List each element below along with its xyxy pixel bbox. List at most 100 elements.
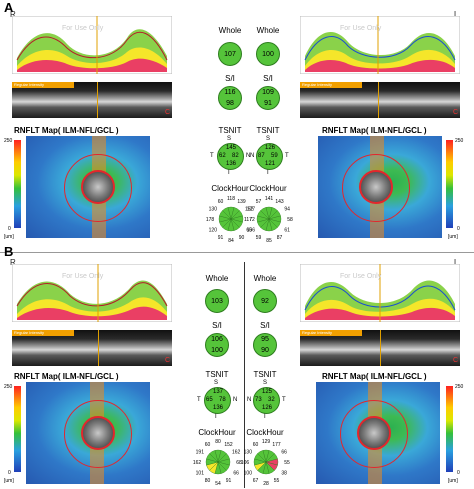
clockhour-value: 143 xyxy=(275,199,284,205)
clockhour-sector xyxy=(209,450,219,463)
bscan-label: Regular Intensity xyxy=(302,330,333,335)
bscan-label: Regular Intensity xyxy=(14,82,45,87)
clockhour-value: 55 xyxy=(284,460,290,466)
od-tsnit-label: TSNIT xyxy=(205,370,229,379)
n-label: N xyxy=(250,153,255,159)
i-label: I xyxy=(215,414,217,420)
os-inferior: 90 xyxy=(261,347,269,354)
clockhour-value: 106 xyxy=(241,460,250,466)
clockhour-value: 178 xyxy=(206,217,215,223)
os-tsnit-i: 121 xyxy=(265,161,276,167)
od-map-title: RNFLT Map( ILM-NFL/GCL ) xyxy=(14,126,119,135)
od-tsnit-label: TSNIT xyxy=(218,126,242,135)
od-bscan: Regular Intensity C xyxy=(12,330,172,366)
os-whole-label: Whole xyxy=(256,26,280,35)
os-si-disc: 109 91 xyxy=(256,86,280,110)
od-tsnit-t: 65 xyxy=(206,397,213,403)
t-label: T xyxy=(285,153,289,159)
n-label: N xyxy=(233,397,238,403)
t-label: T xyxy=(197,397,201,403)
od-rnflt-map xyxy=(26,136,150,238)
bscan-label: Regular Intensity xyxy=(14,330,45,335)
od-clock-label: ClockHour xyxy=(198,428,236,437)
od-si-disc: 116 98 xyxy=(218,86,242,110)
os-thickness-profile xyxy=(300,16,460,74)
clockhour-value: 80 xyxy=(205,478,211,484)
od-si-label: S/I xyxy=(212,321,222,330)
clockhour-value: 60 xyxy=(205,442,211,448)
clockhour-value: 66 xyxy=(281,450,287,456)
bscan-marker: C xyxy=(452,109,458,116)
right-eye-marker: R xyxy=(10,258,16,267)
scale-unit: [um] xyxy=(448,234,458,240)
od-superior: 116 xyxy=(224,89,236,96)
watermark: For Use Only xyxy=(62,273,104,280)
od-tsnit-s: 137 xyxy=(213,389,224,395)
scale-max: 250 xyxy=(455,384,464,390)
os-bscan: Regular Intensity C xyxy=(300,82,460,118)
clockhour-value: 84 xyxy=(228,238,234,244)
os-si-label: S/I xyxy=(263,74,273,83)
od-inferior: 98 xyxy=(226,100,234,107)
clockhour-value: 59 xyxy=(256,235,262,241)
os-si-label: S/I xyxy=(260,321,270,330)
od-inferior: 100 xyxy=(211,347,223,354)
clockhour-value: 101 xyxy=(196,471,205,477)
clockhour-value: 65 xyxy=(246,228,252,234)
clockhour-value: 38 xyxy=(281,471,287,477)
clockhour-value: 28 xyxy=(263,481,269,487)
clockhour-value: 67 xyxy=(253,478,259,484)
clockhour-sector xyxy=(222,207,232,220)
clockhour-value: 191 xyxy=(196,450,205,456)
od-clock-label: ClockHour xyxy=(211,184,249,193)
od-map-title: RNFLT Map( ILM-NFL/GCL ) xyxy=(14,372,119,381)
clockhour-sector xyxy=(260,207,270,220)
clockhour-value: 55 xyxy=(274,478,280,484)
clockhour-value: 130 xyxy=(244,450,253,456)
os-superior: 95 xyxy=(261,336,269,343)
od-whole-value: 107 xyxy=(218,42,242,66)
t-label: T xyxy=(282,397,286,403)
od-si-disc: 106 100 xyxy=(205,333,229,357)
scale-unit: [um] xyxy=(4,478,14,484)
bscan-marker: C xyxy=(164,357,170,364)
clockhour-value: 60 xyxy=(218,199,224,205)
clockhour-value: 162 xyxy=(232,450,241,456)
clockhour-value: 68 xyxy=(236,460,242,466)
os-tsnit-label: TSNIT xyxy=(256,126,280,135)
od-thickness-profile xyxy=(12,264,172,322)
eye-divider xyxy=(244,262,245,488)
clockhour-value: 152 xyxy=(245,207,254,213)
scale-min: 0 xyxy=(457,470,460,476)
os-tsnit-disc xyxy=(256,143,283,170)
os-clock-label: ClockHour xyxy=(249,184,287,193)
s-label: S xyxy=(214,380,219,386)
od-tsnit-disc xyxy=(217,143,244,170)
clockhour-value: 66 xyxy=(233,471,239,477)
od-tsnit-s: 145 xyxy=(226,145,237,151)
clockhour-value: 152 xyxy=(224,442,233,448)
bscan-label: Regular Intensity xyxy=(302,82,333,87)
os-bscan: Regular Intensity C xyxy=(300,330,460,366)
os-tsnit-t: 32 xyxy=(268,397,275,403)
od-thickness-profile xyxy=(12,16,172,74)
n-label: N xyxy=(246,153,251,159)
scale-max: 250 xyxy=(4,138,13,144)
clockhour-value: 54 xyxy=(215,481,221,487)
clockhour-value: 72 xyxy=(249,217,255,223)
os-whole-label: Whole xyxy=(253,274,277,283)
scale-unit: [um] xyxy=(4,234,14,240)
clockhour-value: 80 xyxy=(215,439,221,445)
bscan-marker: C xyxy=(452,357,458,364)
os-tsnit-t: 59 xyxy=(271,153,278,159)
od-tsnit-i: 136 xyxy=(213,405,224,411)
clockhour-value: 129 xyxy=(262,439,271,445)
s-label: S xyxy=(263,380,268,386)
watermark: For Use Only xyxy=(340,25,382,32)
od-whole-label: Whole xyxy=(218,26,242,35)
od-tsnit-n: 78 xyxy=(219,397,226,403)
scale-min: 0 xyxy=(8,470,11,476)
os-tsnit-i: 126 xyxy=(262,405,273,411)
